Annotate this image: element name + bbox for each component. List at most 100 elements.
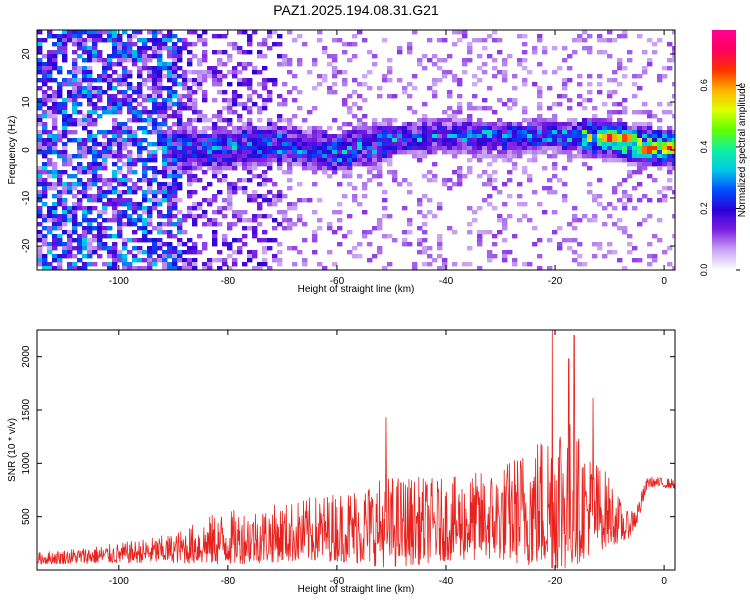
spectrogram-cell [47,54,53,59]
spectrogram-cell [537,254,543,259]
spectrogram-cell [117,82,123,87]
spectrogram-cell [282,102,288,107]
spectrogram-cell [57,198,63,203]
spectrogram-cell [232,154,238,159]
spectrogram-cell [377,158,383,163]
spectrogram-cell [177,242,183,247]
spectrogram-cell [352,246,358,251]
spectrogram-cell [107,34,113,39]
spectrogram-cell [672,266,675,270]
spectrogram-cell [367,242,373,247]
spectrogram-cell [207,74,213,79]
spectrogram-cell [107,186,113,191]
spectrogram-cell [122,154,128,159]
spectrogram-cell [117,62,123,67]
spectrogram-cell [42,138,48,143]
spectrogram-cell [647,122,653,127]
spectrogram-cell [162,154,168,159]
spectrogram-cell [252,198,258,203]
spectrogram-cell [347,162,353,167]
spectrogram-cell [162,198,168,203]
spectrogram-cell [82,214,88,219]
spectrogram-cell [412,126,418,131]
spectrogram-cell [142,234,148,239]
spectrogram-cell [557,134,563,139]
spectrogram-cell [177,66,183,71]
spectrogram-cell [152,34,158,39]
spectrogram-cell [352,102,358,107]
spectrogram-cell [142,226,148,231]
spectrogram-cell [547,178,553,183]
spectrogram-cell [147,130,153,135]
spectrogram-cell [132,58,138,63]
spectrogram-cell [347,150,353,155]
spectrogram-cell [377,162,383,167]
spectrogram-cell [172,66,178,71]
spectrogram-cell [392,138,398,143]
spectrogram-cell [632,142,638,147]
spectrogram-cell [37,122,43,127]
spectrogram-cell [42,234,48,239]
x-tick-label: -40 [439,576,454,587]
spectrogram-cell [372,158,378,163]
spectrogram-cell [597,178,603,183]
spectrogram-cell [57,242,63,247]
spectrogram-cell [217,138,223,143]
spectrogram-cell [672,30,675,35]
spectrogram-cell [572,130,578,135]
spectrogram-cell [152,142,158,147]
spectrogram-cell [292,262,298,267]
spectrogram-cell [637,222,643,227]
spectrogram-cell [92,246,98,251]
spectrogram-cell [187,50,193,55]
spectrogram-cell [397,150,403,155]
spectrogram-cell [347,58,353,63]
spectrogram-cell [182,214,188,219]
spectrogram-cell [382,190,388,195]
spectrogram-cell [112,86,118,91]
spectrogram-cell [512,74,518,79]
spectrogram-cell [532,130,538,135]
spectrogram-cell [207,134,213,139]
spectrogram-cell [197,74,203,79]
spectrogram-cell [57,110,63,115]
spectrogram-cell [107,86,113,91]
spectrogram-cell [37,42,43,47]
spectrogram-cell [147,238,153,243]
spectrogram-cell [542,186,548,191]
spectrogram-cell [497,122,503,127]
spectrogram-cell [502,142,508,147]
spectrogram-cell [567,106,573,111]
spectrogram-cell [622,30,628,35]
spectrogram-cell [107,66,113,71]
spectrogram-cell [72,222,78,227]
spectrogram-cell [72,266,78,270]
spectrogram-cell [512,138,518,143]
spectrogram-cell [192,222,198,227]
spectrogram-cell [107,202,113,207]
spectrogram-cell [487,202,493,207]
spectrogram-cell [102,210,108,215]
spectrogram-cell [477,78,483,83]
spectrogram-cell [442,130,448,135]
spectrogram-cell [382,142,388,147]
spectrogram-cell [642,70,648,75]
spectrogram-cell [532,118,538,123]
spectrogram-cell [102,90,108,95]
spectrogram-cell [657,142,663,147]
spectrogram-cell [492,122,498,127]
spectrogram-cell [392,126,398,131]
spectrogram-cell [52,134,58,139]
spectrogram-cell [662,110,668,115]
spectrogram-cell [487,86,493,91]
spectrogram-cell [117,130,123,135]
spectrogram-cell [57,262,63,267]
spectrogram-cell [202,186,208,191]
spectrogram-cell [97,130,103,135]
spectrogram-cell [217,158,223,163]
spectrogram-cell [212,218,218,223]
spectrogram-cell [177,38,183,43]
spectrogram-cell [392,142,398,147]
spectrogram-cell [602,222,608,227]
spectrogram-cell [312,146,318,151]
